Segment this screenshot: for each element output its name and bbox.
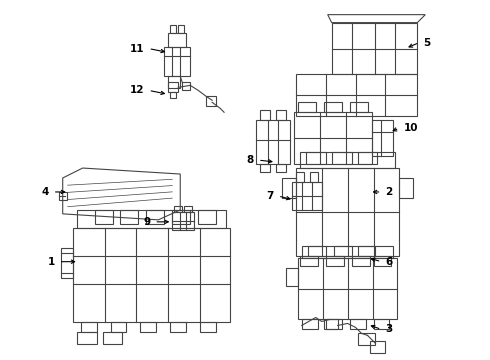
Bar [102, 332, 122, 345]
Bar [178, 24, 184, 32]
Bar [174, 206, 182, 212]
Bar [81, 323, 97, 332]
Bar [326, 256, 343, 266]
Bar [358, 152, 377, 164]
Bar [371, 120, 393, 156]
Bar [164, 46, 190, 76]
Bar [61, 248, 73, 278]
Text: 11: 11 [130, 44, 145, 54]
Bar [298, 102, 316, 112]
Bar [76, 210, 226, 228]
Bar [352, 256, 369, 266]
Bar [147, 210, 164, 224]
Bar [168, 32, 186, 46]
Bar [282, 178, 296, 198]
Text: 1: 1 [48, 257, 55, 267]
Bar [399, 178, 414, 198]
Bar [296, 168, 399, 256]
Bar [200, 323, 216, 332]
Bar [276, 164, 286, 172]
Text: 5: 5 [423, 37, 431, 48]
Bar [286, 268, 298, 285]
Bar [349, 319, 366, 329]
Bar [172, 210, 190, 224]
Text: 12: 12 [130, 85, 145, 95]
Bar [168, 76, 180, 88]
Bar [121, 210, 138, 224]
Bar [59, 192, 67, 200]
Bar [334, 246, 352, 256]
Bar [369, 341, 386, 353]
Bar [184, 206, 192, 212]
Bar [260, 164, 270, 172]
Bar [171, 92, 176, 98]
Bar [296, 75, 417, 116]
Bar [172, 212, 194, 230]
Bar [298, 258, 397, 319]
Bar [171, 323, 186, 332]
Bar [292, 182, 322, 210]
Bar [276, 110, 286, 120]
Bar [332, 23, 417, 75]
Text: 7: 7 [267, 191, 274, 201]
Bar [206, 96, 216, 106]
Bar [300, 256, 318, 266]
Bar [256, 120, 290, 164]
Bar [294, 112, 371, 164]
Bar [111, 323, 126, 332]
Text: 8: 8 [247, 155, 254, 165]
Bar [310, 172, 318, 182]
Bar [324, 319, 338, 329]
Text: 4: 4 [41, 187, 49, 197]
Bar [373, 319, 390, 329]
Bar [300, 152, 395, 168]
Bar [296, 172, 304, 182]
Bar [76, 332, 97, 345]
Bar [73, 228, 230, 323]
Bar [308, 246, 326, 256]
Bar [358, 333, 375, 345]
Bar [168, 82, 178, 92]
Bar [349, 102, 368, 112]
Text: 9: 9 [143, 217, 150, 227]
Bar [306, 152, 326, 164]
Bar [326, 319, 342, 329]
Bar [141, 323, 156, 332]
Bar [302, 246, 393, 258]
Bar [95, 210, 113, 224]
Bar [358, 246, 375, 256]
Bar [373, 256, 392, 266]
Bar [332, 152, 352, 164]
Text: 6: 6 [386, 257, 392, 267]
Bar [260, 110, 270, 120]
Bar [198, 210, 216, 224]
Bar [171, 24, 176, 32]
Text: 2: 2 [386, 187, 392, 197]
Bar [324, 102, 342, 112]
Bar [302, 319, 318, 329]
Text: 10: 10 [403, 123, 418, 133]
Text: 3: 3 [386, 324, 392, 334]
Bar [182, 82, 190, 90]
